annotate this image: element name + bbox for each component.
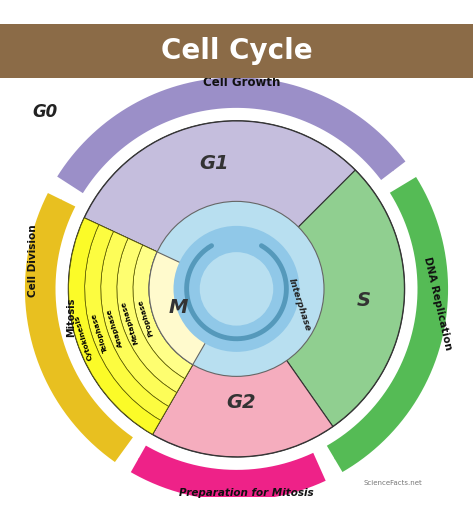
Wedge shape <box>149 252 236 365</box>
Wedge shape <box>153 289 333 457</box>
Circle shape <box>200 252 273 326</box>
Text: Interphase: Interphase <box>287 277 312 332</box>
Circle shape <box>174 226 299 352</box>
Text: G0: G0 <box>32 103 58 120</box>
Text: Preparation for Mitosis: Preparation for Mitosis <box>179 488 313 498</box>
Circle shape <box>149 202 324 376</box>
Text: Cell Cycle: Cell Cycle <box>161 37 312 65</box>
Wedge shape <box>69 218 160 435</box>
Text: Cytokinesis: Cytokinesis <box>74 314 94 361</box>
Text: Cell Division: Cell Division <box>28 224 38 297</box>
Wedge shape <box>101 231 176 406</box>
Text: Metaphase: Metaphase <box>121 300 140 345</box>
Text: G2: G2 <box>227 393 256 412</box>
Text: Mitosis: Mitosis <box>66 297 76 337</box>
Text: Prophase: Prophase <box>137 299 154 337</box>
Wedge shape <box>85 225 168 420</box>
Wedge shape <box>69 218 236 435</box>
Text: Telophase: Telophase <box>90 312 108 353</box>
Text: Anaphase: Anaphase <box>106 307 123 348</box>
Text: ScienceFacts.net: ScienceFacts.net <box>363 480 422 486</box>
Text: DNA Replication: DNA Replication <box>422 255 453 351</box>
Circle shape <box>69 121 404 457</box>
Text: S: S <box>357 291 371 309</box>
Text: M: M <box>168 298 187 317</box>
Text: G1: G1 <box>200 154 229 172</box>
Wedge shape <box>133 245 193 379</box>
Wedge shape <box>117 238 184 392</box>
FancyBboxPatch shape <box>0 24 473 78</box>
Text: Cell Growth: Cell Growth <box>202 76 280 89</box>
Wedge shape <box>236 170 404 426</box>
Wedge shape <box>84 121 355 289</box>
